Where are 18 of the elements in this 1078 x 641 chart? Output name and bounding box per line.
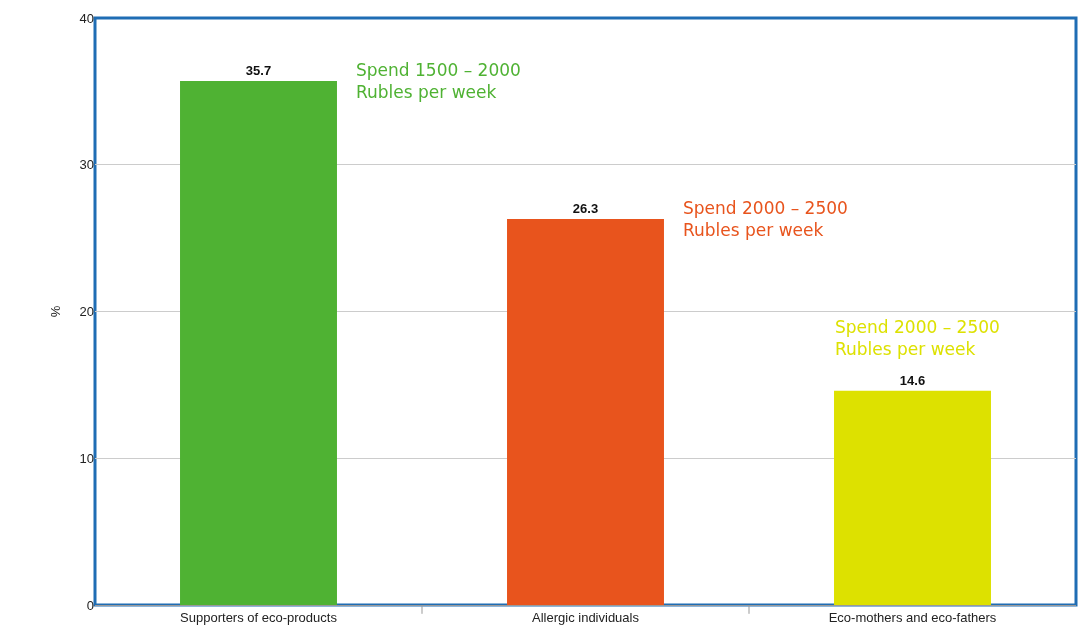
data-label: 14.6 xyxy=(899,372,926,388)
y-tick-label: 30 xyxy=(79,157,94,173)
x-tick-label: Allergic individuals xyxy=(532,609,640,625)
y-tick-label: 10 xyxy=(79,450,94,466)
y-axis-title: % xyxy=(48,305,64,318)
y-tick-label: 0 xyxy=(86,597,94,613)
x-tick-label: Supporters of eco-products xyxy=(180,609,338,625)
bar xyxy=(507,219,664,605)
y-tick-label: 40 xyxy=(79,10,94,26)
x-tick-label: Eco-mothers and eco-fathers xyxy=(828,609,997,625)
data-label: 35.7 xyxy=(245,63,272,79)
annotation: Spend 2000 – 2500 Rubles per week xyxy=(683,198,848,241)
annotation: Spend 1500 – 2000 Rubles per week xyxy=(356,60,521,103)
annotation: Spend 2000 – 2500 Rubles per week xyxy=(835,317,1000,360)
y-tick-label: 20 xyxy=(79,304,94,320)
bar xyxy=(180,81,337,605)
bar xyxy=(834,390,991,605)
data-label: 26.3 xyxy=(572,201,599,217)
